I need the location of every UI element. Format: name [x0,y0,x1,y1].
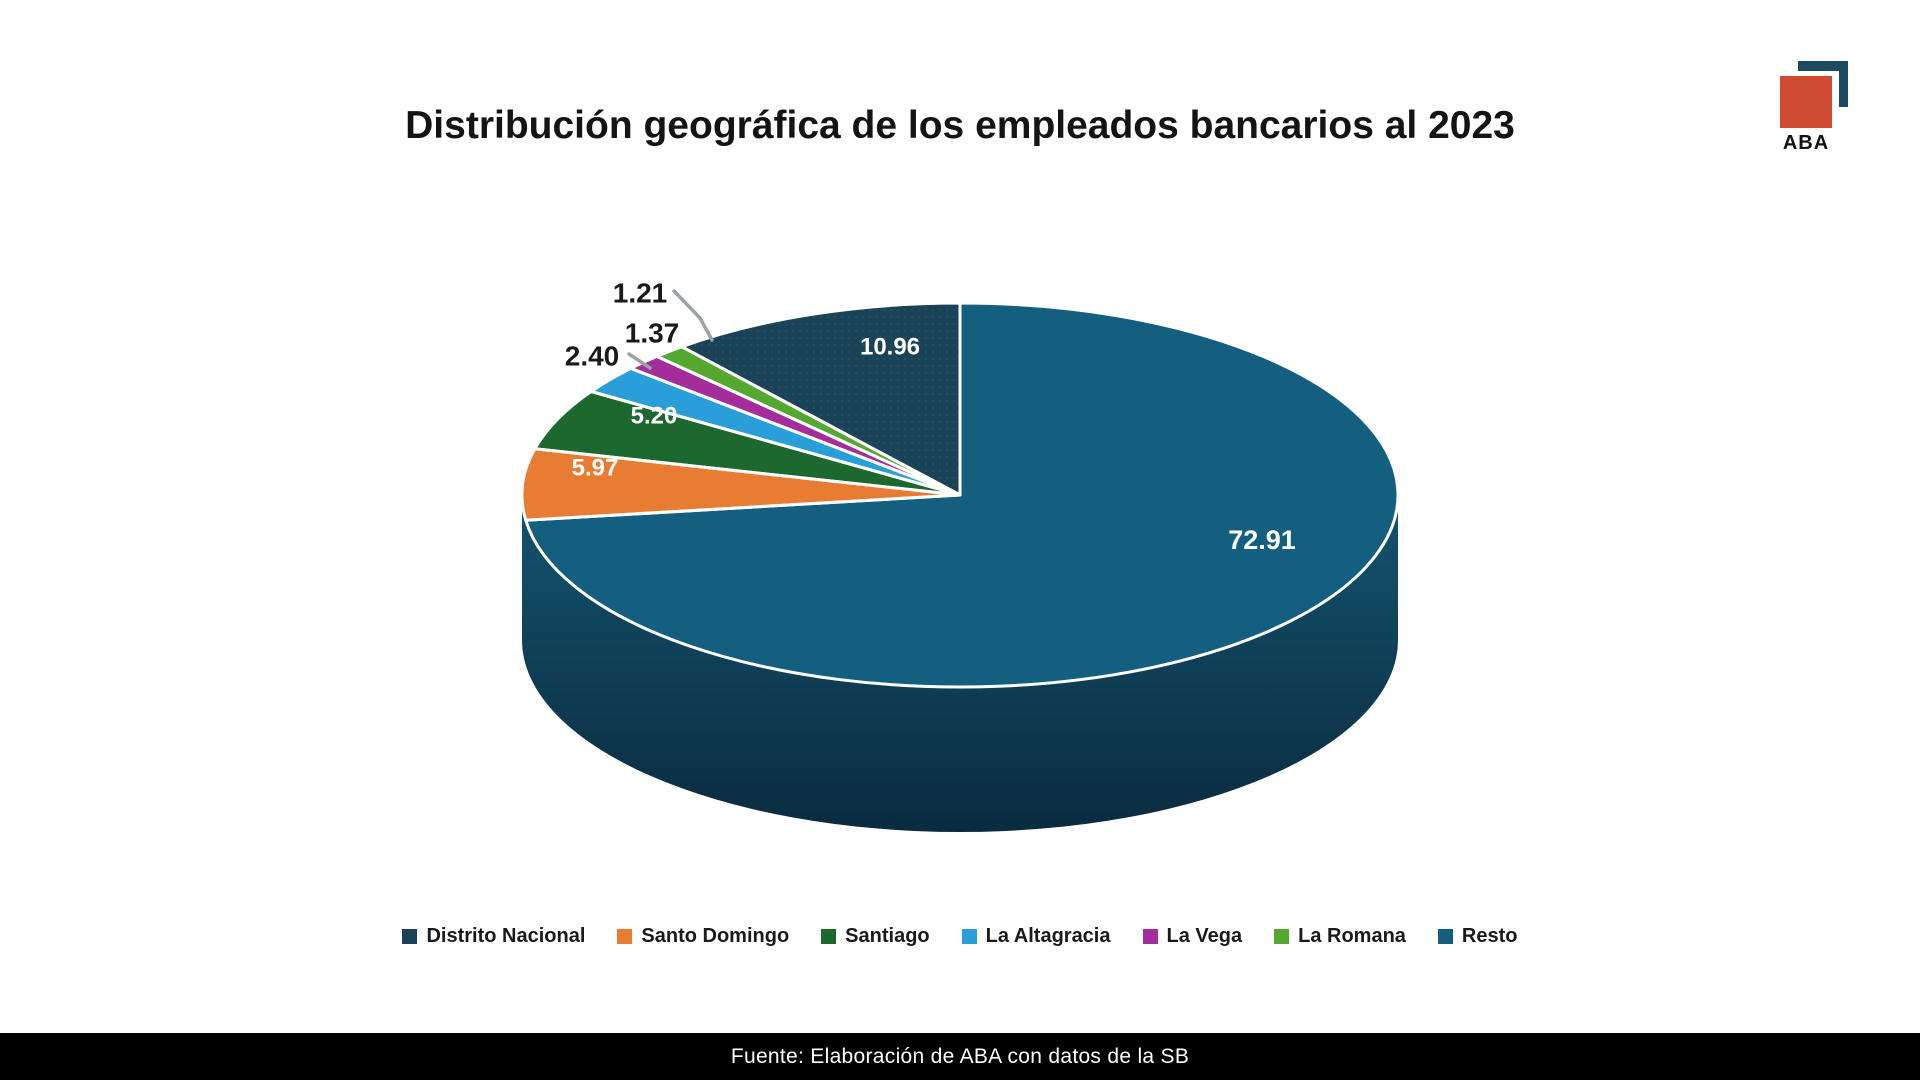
legend: Distrito Nacional Santo Domingo Santiago La… [0,916,1920,956]
pie-label-santiago: 5.20 [631,403,678,430]
legend-item-santiago: Santiago [821,924,930,948]
pie-slice-la-romana [656,346,960,495]
legend-label: La Vega [1166,924,1243,947]
logo-text: ABA [1782,132,1830,154]
pie-slice-texture [681,303,960,495]
chart-title: Distribución geográfica de los empleados… [405,104,1515,147]
pie-slice-border [524,301,1400,689]
legend-item-la-vega: La Vega [1142,924,1243,948]
logo-bracket-icon [1839,61,1848,107]
pie-label-resto: 72.91 [1228,525,1296,555]
logo-square-icon [1780,76,1832,128]
pie-label-distrito-nacional: 10.96 [860,334,920,361]
pie-slice-santo-domingo [521,448,960,521]
pie-slice-santiago [534,391,960,495]
source-text: Fuente: Elaboración de ABA con datos de … [730,1044,1190,1068]
pie-label-la-vega: 1.37 [625,318,680,349]
pie-label-la-altagracia: 2.40 [565,341,620,372]
pie-slice-la-vega [630,356,960,495]
la-romana-leader-line [672,289,714,342]
legend-item-la-altagracia: La Altagracia [961,924,1111,948]
aba-logo: ABA [1778,56,1858,158]
legend-label: Distrito Nacional [426,924,586,947]
legend-swatch-icon [821,928,837,944]
pie-slice-resto [525,303,1398,688]
legend-label: Santiago [845,924,930,947]
legend-swatch-icon [961,928,977,944]
legend-label: Santo Domingo [641,924,790,947]
legend-item-la-romana: La Romana [1274,925,1406,948]
legend-swatch-icon [1142,928,1158,944]
legend-swatch-icon [617,928,633,944]
pie-slice-border [533,390,962,497]
legend-swatch-icon [402,928,418,944]
legend-label: La Romana [1298,924,1406,947]
la-altagracia-leader-line [627,352,652,370]
legend-label: La Altagracia [985,924,1111,947]
pie-side-3d [522,495,1398,832]
legend-item-santo-domingo: Santo Domingo [617,925,789,948]
legend-label: Resto [1461,924,1518,947]
legend-swatch-icon [1274,928,1290,944]
footer-bar: Fuente: Elaboración de ABA con datos de … [0,1033,1920,1080]
pie-slice-la-altagracia [591,368,960,495]
legend-item-resto: Resto [1437,924,1518,948]
logo-bracket-icon [1798,61,1848,71]
pie-slice-border [520,447,962,522]
legend-swatch-icon [1437,928,1453,944]
pie-label-santo-domingo: 5.97 [572,455,619,482]
pie-slice-border [680,301,962,497]
legend-item-distrito-nacional: Distrito Nacional [402,925,585,948]
pie-label-la-romana: 1.21 [613,278,668,309]
